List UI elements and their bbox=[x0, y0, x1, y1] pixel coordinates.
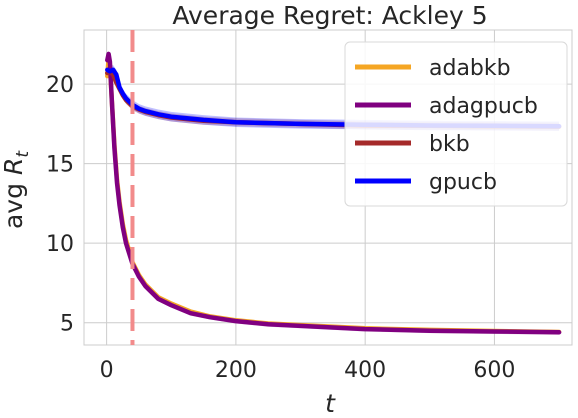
x-tick-label: 200 bbox=[215, 358, 257, 383]
y-tick-label: 20 bbox=[46, 73, 74, 98]
y-axis-label-var: R bbox=[0, 158, 28, 175]
plot-frame bbox=[83, 29, 573, 346]
legend-label-bkb: bkb bbox=[429, 132, 470, 157]
legend-label-gpucb: gpucb bbox=[429, 170, 497, 195]
x-tick-label: 0 bbox=[100, 358, 114, 383]
x-axis-label: t bbox=[325, 389, 336, 418]
y-tick-label: 15 bbox=[46, 153, 74, 178]
legend-label-adagpucb: adagpucb bbox=[429, 94, 538, 119]
series-line-adagpucb bbox=[105, 51, 562, 335]
y-axis-label-prefix: avg bbox=[0, 183, 28, 229]
y-tick-label: 5 bbox=[60, 312, 74, 337]
tick-labels: 0 200 400 600 5 10 15 20 bbox=[46, 73, 515, 383]
x-tick-label: 600 bbox=[473, 358, 515, 383]
y-axis-label-sub: t bbox=[13, 150, 33, 158]
legend: adabkb adagpucb bkb gpucb bbox=[344, 41, 568, 207]
legend-label-adabkb: adabkb bbox=[429, 56, 511, 81]
legend-box bbox=[344, 41, 568, 207]
y-axis-label: avg Rt bbox=[0, 150, 33, 229]
chart-title: Average Regret: Ackley 5 bbox=[172, 1, 487, 30]
y-tick-label: 10 bbox=[46, 232, 74, 257]
x-tick-label: 400 bbox=[344, 358, 386, 383]
